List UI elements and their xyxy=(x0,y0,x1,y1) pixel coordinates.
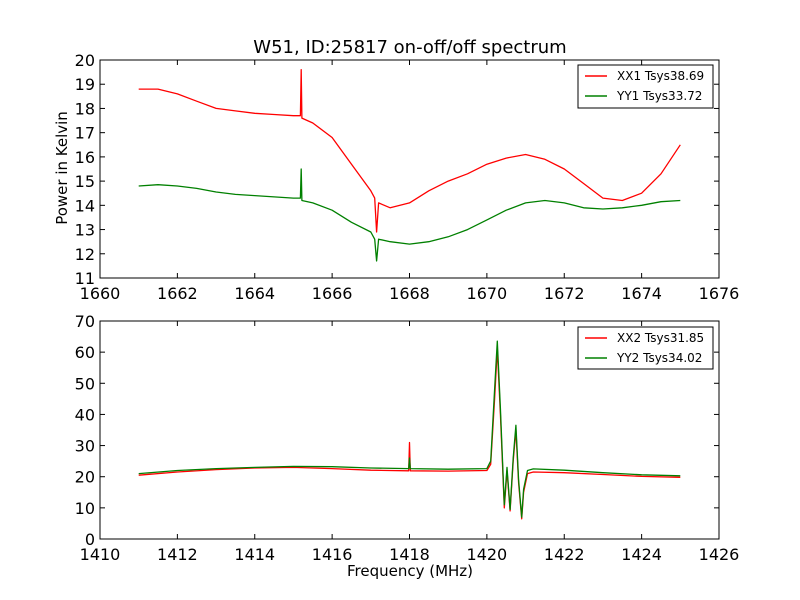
top-x-tick-label: 1662 xyxy=(157,284,198,303)
bottom-x-tick-label: 1420 xyxy=(467,545,508,564)
bottom-legend-box xyxy=(577,326,714,370)
top-y-tick-label: 11 xyxy=(75,269,95,288)
top-x-tick-label: 1674 xyxy=(621,284,662,303)
bottom-y-tick-label: 20 xyxy=(75,468,95,487)
bottom-x-tick-label: 1416 xyxy=(312,545,353,564)
bottom-ticks: 1410 1412 1414 1416 1418 1420 1422 1424 1426 0 10 2… xyxy=(75,312,740,564)
bottom-y-tick-label: 50 xyxy=(75,374,95,393)
bottom-x-tick-label: 1412 xyxy=(157,545,198,564)
bottom-x-tick-label: 1410 xyxy=(80,545,121,564)
top-y-tick-label: 15 xyxy=(75,172,95,191)
bottom-y-tick-label: 30 xyxy=(75,437,95,456)
top-y-tick-label: 12 xyxy=(75,245,95,264)
top-series-1-line xyxy=(138,168,681,262)
bottom-y-tick-label: 40 xyxy=(75,405,95,424)
top-y-tick-label: 19 xyxy=(75,75,95,94)
bottom-series-0-line xyxy=(138,348,681,520)
top-series-lines xyxy=(138,69,681,262)
top-panel: W51, ID:25817 on-off/off spectrum Power … xyxy=(53,37,739,303)
bottom-y-tick-label: 10 xyxy=(75,499,95,518)
bottom-legend-label-yy2: YY2 Tsys34.02 xyxy=(616,351,702,365)
top-legend-label-xx1: XX1 Tsys38.69 xyxy=(617,69,704,83)
top-y-tick-label: 13 xyxy=(75,221,95,240)
top-x-tick-label: 1666 xyxy=(312,284,353,303)
bottom-legend-label-xx2: XX2 Tsys31.85 xyxy=(617,331,704,345)
bottom-y-tick-label: 70 xyxy=(75,312,95,331)
top-series-0-line xyxy=(138,69,681,233)
bottom-legend: XX2 Tsys31.85 YY2 Tsys34.02 xyxy=(577,326,714,370)
top-y-tick-label: 20 xyxy=(75,51,95,70)
bottom-y-tick-label: 60 xyxy=(75,343,95,362)
top-x-tick-label: 1670 xyxy=(467,284,508,303)
bottom-panel: 1410 1412 1414 1416 1418 1420 1422 1424 1426 0 10 2… xyxy=(75,312,740,580)
top-y-tick-label: 16 xyxy=(75,148,95,167)
top-legend-box xyxy=(577,64,714,109)
x-axis-label: Frequency (MHz) xyxy=(347,562,473,580)
bottom-x-tick-label: 1422 xyxy=(544,545,585,564)
top-ticks: 1660 1662 1664 1666 1668 1670 1672 1674 1676 11 12… xyxy=(75,51,740,303)
bottom-y-tick-label: 0 xyxy=(85,530,95,549)
bottom-x-tick-label: 1414 xyxy=(234,545,275,564)
top-x-tick-label: 1664 xyxy=(234,284,275,303)
top-y-tick-label: 17 xyxy=(75,124,95,143)
bottom-x-tick-label: 1424 xyxy=(621,545,662,564)
bottom-series-1-line xyxy=(138,340,681,518)
top-legend-label-yy1: YY1 Tsys33.72 xyxy=(616,89,702,103)
y-axis-label: Power in Kelvin xyxy=(53,111,71,225)
top-x-tick-label: 1672 xyxy=(544,284,585,303)
top-x-tick-label: 1668 xyxy=(389,284,430,303)
chart-title: W51, ID:25817 on-off/off spectrum xyxy=(253,37,566,58)
bottom-x-tick-label: 1418 xyxy=(389,545,430,564)
top-x-tick-label: 1676 xyxy=(699,284,740,303)
top-legend: XX1 Tsys38.69 YY1 Tsys33.72 xyxy=(577,64,714,109)
top-y-tick-label: 18 xyxy=(75,99,95,118)
bottom-x-tick-label: 1426 xyxy=(699,545,740,564)
top-x-tick-label: 1660 xyxy=(80,284,121,303)
bottom-series-lines xyxy=(138,340,681,520)
top-y-tick-label: 14 xyxy=(75,196,95,215)
